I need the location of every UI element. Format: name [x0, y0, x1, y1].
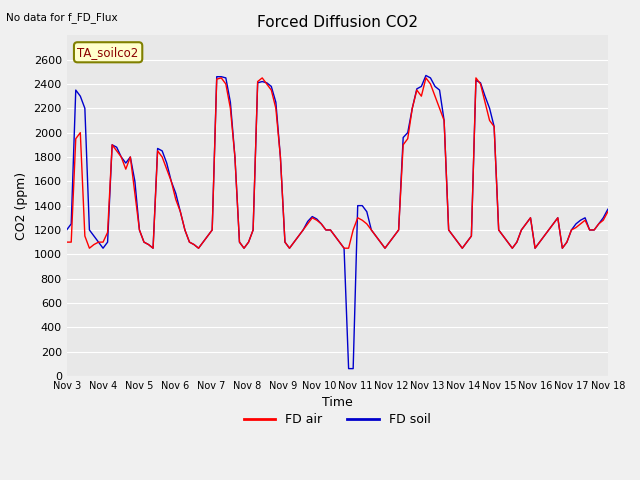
FD soil — [63, 227, 70, 233]
FD soil — [345, 366, 353, 372]
FD soil — [595, 221, 602, 227]
FD air — [213, 76, 221, 82]
Text: TA_soilco2: TA_soilco2 — [77, 46, 139, 59]
Line: FD soil: FD soil — [67, 75, 608, 369]
FD air — [372, 233, 380, 239]
FD air — [445, 227, 452, 233]
FD air — [604, 209, 612, 215]
FD air — [595, 221, 602, 227]
FD soil — [177, 209, 184, 215]
FD air — [181, 227, 189, 233]
Legend: FD air, FD soil: FD air, FD soil — [239, 408, 435, 431]
FD air — [218, 75, 225, 81]
Title: Forced Diffusion CO2: Forced Diffusion CO2 — [257, 15, 418, 30]
FD soil — [367, 227, 375, 233]
FD soil — [445, 227, 452, 233]
FD air — [499, 233, 507, 239]
FD soil — [422, 72, 429, 78]
FD soil — [209, 227, 216, 233]
FD soil — [499, 233, 507, 239]
Y-axis label: CO2 (ppm): CO2 (ppm) — [15, 171, 28, 240]
FD soil — [604, 206, 612, 212]
FD air — [63, 239, 70, 245]
Text: No data for f_FD_Flux: No data for f_FD_Flux — [6, 12, 118, 23]
Line: FD air: FD air — [67, 78, 608, 248]
FD air — [86, 245, 93, 251]
X-axis label: Time: Time — [322, 396, 353, 409]
